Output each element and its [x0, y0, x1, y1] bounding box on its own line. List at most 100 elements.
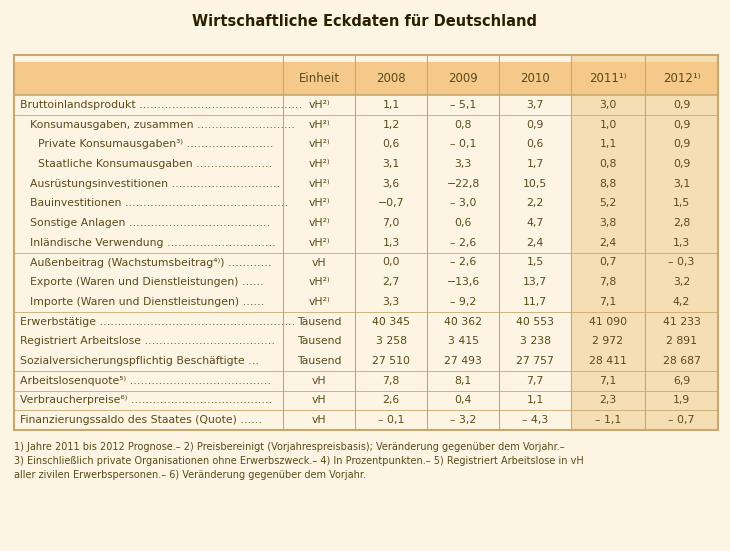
Text: 7,0: 7,0: [383, 218, 400, 228]
Text: 1,2: 1,2: [383, 120, 399, 129]
Text: vH²⁾: vH²⁾: [308, 277, 330, 287]
Text: 0,6: 0,6: [526, 139, 544, 149]
Text: 13,7: 13,7: [523, 277, 547, 287]
Text: 7,7: 7,7: [526, 376, 544, 386]
Text: vH²⁾: vH²⁾: [308, 159, 330, 169]
Text: 0,9: 0,9: [673, 100, 690, 110]
Text: vH: vH: [312, 257, 326, 267]
Text: – 0,3: – 0,3: [668, 257, 695, 267]
Text: 0,0: 0,0: [383, 257, 400, 267]
Text: 1,1: 1,1: [526, 396, 544, 406]
Text: 7,8: 7,8: [599, 277, 617, 287]
Text: vH: vH: [312, 396, 326, 406]
Text: Private Konsumausgaben³⁾ ……………………: Private Konsumausgaben³⁾ ……………………: [38, 139, 274, 149]
Text: Sozialversicherungspflichtig Beschäftigte …: Sozialversicherungspflichtig Beschäftigt…: [20, 356, 259, 366]
Text: 2,7: 2,7: [383, 277, 399, 287]
Text: −13,6: −13,6: [446, 277, 480, 287]
Text: Tausend: Tausend: [297, 356, 341, 366]
Text: 2,8: 2,8: [673, 218, 690, 228]
Text: – 2,6: – 2,6: [450, 238, 476, 248]
Text: 1,3: 1,3: [673, 238, 690, 248]
Text: 7,1: 7,1: [599, 376, 617, 386]
Text: 10,5: 10,5: [523, 179, 547, 188]
Text: Finanzierungssaldo des Staates (Quote) ……: Finanzierungssaldo des Staates (Quote) ……: [20, 415, 262, 425]
Text: Tausend: Tausend: [297, 336, 341, 347]
Text: 2 891: 2 891: [666, 336, 697, 347]
Text: 1,0: 1,0: [599, 120, 617, 129]
Text: −0,7: −0,7: [377, 198, 404, 208]
Text: 1,3: 1,3: [383, 238, 399, 248]
Text: −22,8: −22,8: [446, 179, 480, 188]
Text: 0,9: 0,9: [526, 120, 544, 129]
Text: Bruttoinlandsprodukt ………………………………………: Bruttoinlandsprodukt ………………………………………: [20, 100, 302, 110]
Text: vH: vH: [312, 415, 326, 425]
Text: Verbraucherpreise⁶⁾ …………………………………: Verbraucherpreise⁶⁾ …………………………………: [20, 396, 272, 406]
Text: 2,4: 2,4: [526, 238, 544, 248]
Text: 8,8: 8,8: [599, 179, 617, 188]
Text: vH²⁾: vH²⁾: [308, 297, 330, 307]
Text: 3,2: 3,2: [673, 277, 690, 287]
Text: 3 258: 3 258: [375, 336, 407, 347]
Text: 6,9: 6,9: [673, 376, 690, 386]
Text: vH²⁾: vH²⁾: [308, 218, 330, 228]
Text: 3 415: 3 415: [447, 336, 478, 347]
Text: 0,4: 0,4: [454, 396, 472, 406]
Text: – 0,1: – 0,1: [450, 139, 476, 149]
Text: 0,9: 0,9: [673, 139, 690, 149]
Text: 0,7: 0,7: [599, 257, 617, 267]
Bar: [14, 62, 718, 95]
Text: Exporte (Waren und Dienstleistungen) ……: Exporte (Waren und Dienstleistungen) ……: [30, 277, 264, 287]
Text: 28 411: 28 411: [589, 356, 627, 366]
Text: 41 233: 41 233: [663, 317, 701, 327]
Text: 4,7: 4,7: [526, 218, 544, 228]
Text: 7,8: 7,8: [383, 376, 399, 386]
Text: vH²⁾: vH²⁾: [308, 179, 330, 188]
Text: 27 493: 27 493: [444, 356, 482, 366]
Text: 1,5: 1,5: [673, 198, 690, 208]
Text: 3,8: 3,8: [599, 218, 617, 228]
Text: Tausend: Tausend: [297, 317, 341, 327]
Text: 5,2: 5,2: [599, 198, 617, 208]
Text: Inländische Verwendung …………………………: Inländische Verwendung …………………………: [30, 238, 276, 248]
Text: 0,6: 0,6: [383, 139, 400, 149]
Text: 27 757: 27 757: [516, 356, 554, 366]
Text: – 3,2: – 3,2: [450, 415, 476, 425]
Text: Bauinvestitionen ………………………………………: Bauinvestitionen ………………………………………: [30, 198, 288, 208]
Text: 2010: 2010: [520, 72, 550, 85]
Text: vH: vH: [312, 376, 326, 386]
Text: Sonstige Anlagen …………………………………: Sonstige Anlagen …………………………………: [30, 218, 270, 228]
Text: 3,3: 3,3: [383, 297, 399, 307]
Text: Ausrüstungsinvestitionen …………………………: Ausrüstungsinvestitionen …………………………: [30, 179, 280, 188]
Text: – 5,1: – 5,1: [450, 100, 476, 110]
Text: 40 362: 40 362: [444, 317, 482, 327]
Text: vH²⁾: vH²⁾: [308, 198, 330, 208]
Text: 1,7: 1,7: [526, 159, 544, 169]
Text: – 0,1: – 0,1: [378, 415, 404, 425]
Text: 1,5: 1,5: [526, 257, 544, 267]
Text: 8,1: 8,1: [454, 376, 472, 386]
Text: Erwerbstätige ………………………………………………: Erwerbstätige ………………………………………………: [20, 317, 295, 327]
Text: 3) Einschließlich private Organisationen ohne Erwerbszweck.– 4) In Prozentpunkte: 3) Einschließlich private Organisationen…: [14, 456, 584, 466]
Text: 1,1: 1,1: [383, 100, 399, 110]
Text: 1,9: 1,9: [673, 396, 690, 406]
Text: vH²⁾: vH²⁾: [308, 120, 330, 129]
Text: 3,3: 3,3: [454, 159, 472, 169]
Text: – 3,0: – 3,0: [450, 198, 476, 208]
Text: 2,2: 2,2: [526, 198, 544, 208]
Text: 0,8: 0,8: [599, 159, 617, 169]
Text: 1) Jahre 2011 bis 2012 Prognose.– 2) Preisbereinigt (Vorjahrespreisbasis); Verän: 1) Jahre 2011 bis 2012 Prognose.– 2) Pre…: [14, 442, 564, 452]
Text: 2009: 2009: [448, 72, 478, 85]
Text: 3 238: 3 238: [520, 336, 550, 347]
Text: 1,1: 1,1: [599, 139, 617, 149]
Text: – 9,2: – 9,2: [450, 297, 476, 307]
Text: 3,1: 3,1: [673, 179, 690, 188]
Text: – 4,3: – 4,3: [522, 415, 548, 425]
Text: – 0,7: – 0,7: [668, 415, 695, 425]
Text: Außenbeitrag (Wachstumsbeitrag⁴⁾) …………: Außenbeitrag (Wachstumsbeitrag⁴⁾) …………: [30, 257, 272, 267]
Text: 3,0: 3,0: [599, 100, 617, 110]
Bar: [14, 55, 571, 430]
Text: 11,7: 11,7: [523, 297, 547, 307]
Text: Wirtschaftliche Eckdaten für Deutschland: Wirtschaftliche Eckdaten für Deutschland: [193, 14, 537, 29]
Text: 27 510: 27 510: [372, 356, 410, 366]
Text: Registriert Arbeitslose ………………………………: Registriert Arbeitslose ………………………………: [20, 336, 275, 347]
